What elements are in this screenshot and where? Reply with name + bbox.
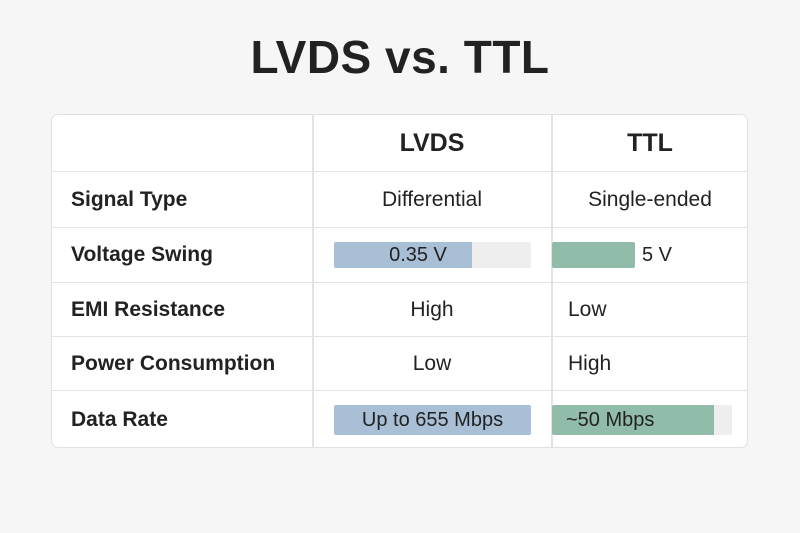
ttl-voltage-bar [552,242,635,268]
column-header-lvds: LVDS [399,128,465,157]
column-divider [551,115,553,447]
ttl-voltage-bar-track [552,242,635,268]
table-row: Power Consumption Low High [52,337,747,391]
lvds-datarate-bar [334,405,531,435]
page-title: LVDS vs. TTL [250,31,550,83]
ttl-value: ~50 Mbps [566,409,655,431]
ttl-value: Low [568,297,607,321]
header-row: LVDS TTL [52,115,747,172]
row-label: Signal Type [71,187,188,211]
row-label: Power Consumption [71,351,276,375]
table-row: EMI Resistance High Low [52,283,747,337]
ttl-datarate-bar [552,405,714,435]
row-label: Voltage Swing [71,243,213,266]
lvds-datarate-bar-track [334,405,531,435]
lvds-value: High [410,297,454,321]
lvds-value: Up to 655 Mbps [361,409,504,431]
ttl-datarate-bar-track [552,405,732,435]
lvds-voltage-bar-track [334,242,531,268]
table-row: Voltage Swing 0.35 V 5 V [52,228,747,283]
row-label: Data Rate [71,408,168,431]
ttl-value: Single-ended [588,187,712,211]
table-row: Signal Type Differential Single-ended [52,172,747,228]
comparison-table: LVDS TTL Signal Type Differential Single… [51,114,748,448]
lvds-value: 0.35 V [389,244,447,266]
table-row: Data Rate Up to 655 Mbps ~50 Mbps [52,391,747,447]
ttl-value: 5 V [642,244,673,266]
column-header-ttl: TTL [627,128,673,157]
lvds-voltage-bar [334,242,472,268]
ttl-value: High [568,351,612,375]
lvds-value: Differential [382,187,482,211]
row-label: EMI Resistance [71,297,226,321]
column-divider [312,115,314,447]
lvds-value: Low [412,351,452,375]
